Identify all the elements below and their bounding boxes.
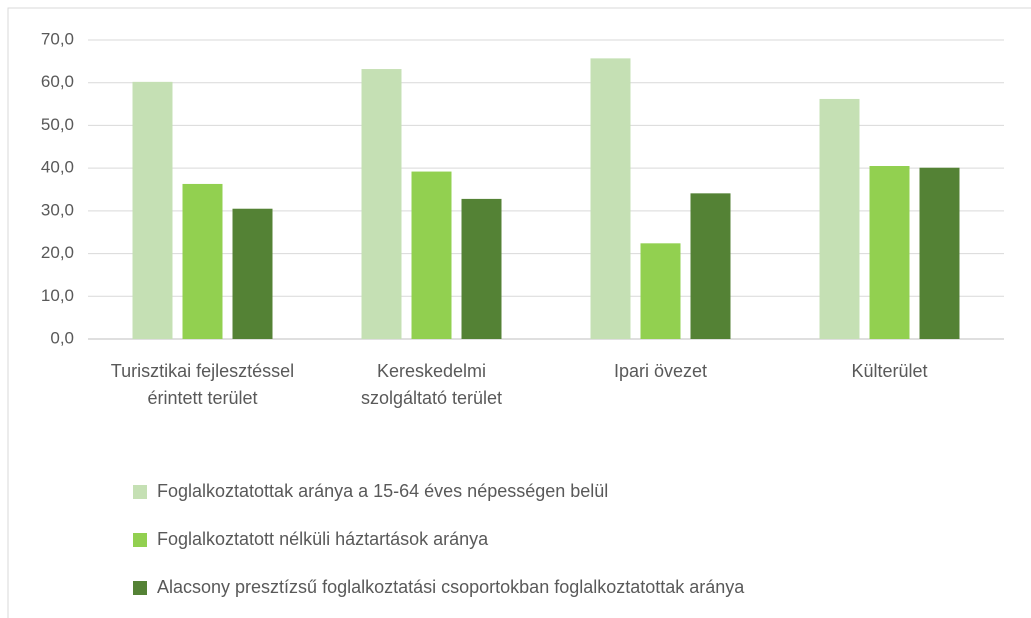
y-tick-label: 0,0 (50, 328, 74, 347)
y-tick-label: 10,0 (41, 286, 74, 305)
bar (461, 198, 502, 339)
chart-border (7, 7, 1031, 618)
bar (361, 69, 402, 339)
legend-label: Foglalkoztatottak aránya a 15-64 éves né… (157, 481, 608, 501)
bar (411, 171, 452, 339)
legend-label: Alacsony presztízsű foglalkoztatási csop… (157, 577, 745, 597)
x-tick-label: Ipari övezet (613, 361, 708, 381)
bar (232, 208, 273, 339)
legend-label: Foglalkoztatott nélküli háztartások arán… (157, 529, 489, 549)
bar (640, 243, 681, 339)
bar (919, 167, 960, 339)
legend-swatch (133, 485, 147, 499)
bar (869, 166, 910, 339)
x-tick-label: Külterület (851, 361, 928, 381)
y-tick-label: 70,0 (41, 29, 74, 48)
x-tick-label: Kereskedelmi szolgáltató terület (360, 361, 503, 408)
bar (132, 81, 173, 340)
y-tick-label: 60,0 (41, 72, 74, 91)
legend-swatch (133, 581, 147, 595)
bar (590, 58, 631, 340)
bar (182, 183, 223, 339)
y-tick-label: 20,0 (41, 243, 74, 262)
y-tick-label: 30,0 (41, 200, 74, 219)
x-tick-label: Turisztikai fejlesztéssel érintett terül… (110, 361, 295, 408)
bar (819, 98, 860, 340)
bar (690, 193, 731, 339)
y-tick-label: 50,0 (41, 115, 74, 134)
y-tick-label: 40,0 (41, 158, 74, 177)
legend-swatch (133, 533, 147, 547)
